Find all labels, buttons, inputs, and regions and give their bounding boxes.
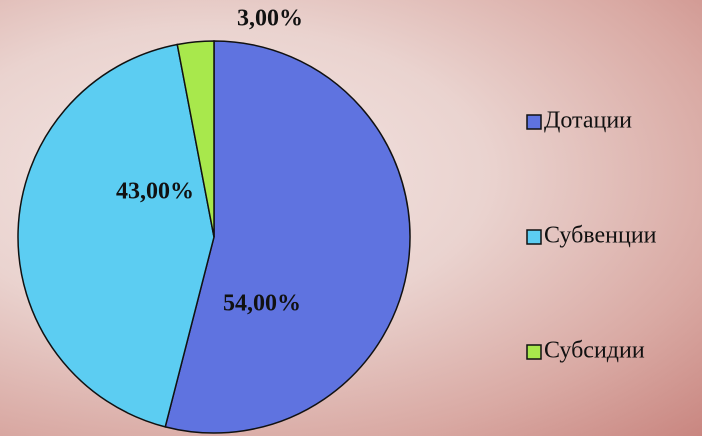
- legend-swatch: [526, 229, 542, 245]
- legend-label: Субсидии: [544, 338, 645, 364]
- legend-swatch: [526, 114, 542, 130]
- legend-label: Дотации: [544, 108, 632, 134]
- legend-label: Субвенции: [544, 223, 657, 249]
- pie-slice: [17, 43, 215, 428]
- value-label: 43,00%: [116, 179, 194, 205]
- pie-slice: [176, 40, 215, 238]
- pie-slice: [164, 40, 411, 434]
- value-label: 3,00%: [237, 6, 303, 32]
- value-label: 54,00%: [223, 291, 301, 317]
- legend-swatch: [526, 344, 542, 360]
